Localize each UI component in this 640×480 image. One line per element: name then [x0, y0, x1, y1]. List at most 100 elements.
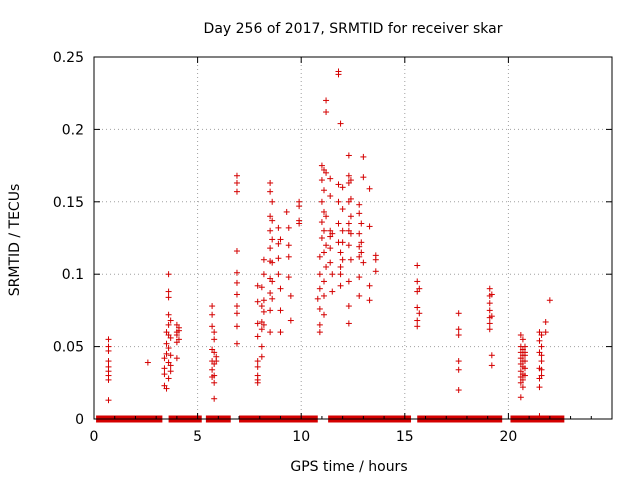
- y-tick-labels: 0 0.05 0.1 0.15 0.2 0.25: [53, 50, 84, 428]
- data-point: [167, 334, 174, 341]
- data-point: [165, 345, 172, 352]
- data-point: [275, 240, 282, 247]
- data-point: [175, 327, 182, 334]
- data-point: [488, 291, 495, 298]
- data-point: [488, 352, 495, 359]
- data-point: [521, 358, 528, 365]
- data-point: [323, 109, 330, 116]
- data-point: [517, 394, 524, 401]
- data-point: [366, 297, 373, 304]
- data-point: [416, 310, 423, 317]
- data-point: [277, 285, 284, 292]
- data-point: [366, 223, 373, 230]
- data-point: [316, 329, 323, 336]
- data-point: [275, 271, 282, 278]
- data-point: [211, 336, 218, 343]
- data-point: [269, 278, 276, 285]
- data-point: [233, 179, 240, 186]
- data-point: [275, 224, 282, 231]
- data-point: [366, 185, 373, 192]
- data-point: [161, 355, 168, 362]
- data-point: [414, 304, 421, 311]
- data-point: [173, 355, 180, 362]
- data-point: [521, 352, 528, 359]
- data-point: [105, 358, 112, 365]
- data-point: [161, 371, 168, 378]
- data-point: [211, 379, 218, 386]
- data-point: [283, 208, 290, 215]
- data-point: [258, 326, 265, 333]
- data-point: [316, 305, 323, 312]
- data-point: [211, 329, 218, 336]
- data-point: [347, 230, 354, 237]
- data-point: [542, 329, 549, 336]
- data-point: [323, 169, 330, 176]
- data-point: [211, 349, 218, 356]
- data-point: [211, 372, 218, 379]
- data-point: [320, 278, 327, 285]
- data-point: [277, 307, 284, 314]
- data-point: [209, 303, 216, 310]
- data-point: [521, 365, 528, 372]
- data-point: [258, 303, 265, 310]
- data-point: [335, 198, 342, 205]
- data-point: [329, 288, 336, 295]
- data-point: [267, 307, 274, 314]
- data-point: [339, 239, 346, 246]
- data-point: [316, 271, 323, 278]
- data-point: [323, 263, 330, 270]
- data-point: [356, 243, 363, 250]
- data-point: [347, 195, 354, 202]
- grid-lines: [94, 57, 612, 419]
- data-point: [488, 362, 495, 369]
- data-point: [356, 274, 363, 281]
- data-point: [414, 262, 421, 269]
- data-point: [347, 177, 354, 184]
- data-point: [519, 376, 526, 383]
- data-point: [337, 282, 344, 289]
- data-point: [521, 372, 528, 379]
- data-point: [486, 326, 493, 333]
- data-point: [167, 368, 174, 375]
- data-point: [414, 323, 421, 330]
- data-point: [455, 387, 462, 394]
- data-point: [337, 120, 344, 127]
- data-point: [358, 220, 365, 227]
- data-point: [335, 220, 342, 227]
- x-axis-label: GPS time / hours: [290, 459, 407, 475]
- data-point: [233, 279, 240, 286]
- data-point: [356, 210, 363, 217]
- data-point: [538, 358, 545, 365]
- data-point: [260, 271, 267, 278]
- data-point: [327, 245, 334, 252]
- data-point: [105, 336, 112, 343]
- data-point: [360, 153, 367, 160]
- data-point: [486, 300, 493, 307]
- data-point: [358, 249, 365, 256]
- data-point: [287, 292, 294, 299]
- data-point: [517, 332, 524, 339]
- data-point: [233, 269, 240, 276]
- chart-title: Day 256 of 2017, SRMTID for receiver ska…: [204, 21, 503, 37]
- data-point: [372, 256, 379, 263]
- y-tick-label: 0.1: [62, 267, 84, 283]
- y-tick-label: 0.25: [53, 50, 84, 66]
- data-point: [209, 311, 216, 318]
- data-point: [267, 227, 274, 234]
- data-point: [358, 239, 365, 246]
- data-point: [335, 71, 342, 78]
- data-point: [285, 224, 292, 231]
- x-tick-label: 5: [193, 429, 202, 445]
- axis-ticks: [93, 56, 612, 420]
- data-point: [327, 175, 334, 182]
- data-point: [345, 278, 352, 285]
- y-axis-label: SRMTID / TECUs: [7, 184, 23, 297]
- data-point: [165, 311, 172, 318]
- data-point: [233, 340, 240, 347]
- data-point: [538, 372, 545, 379]
- y-tick-label: 0.05: [53, 340, 84, 356]
- data-point: [269, 198, 276, 205]
- data-point: [267, 245, 274, 252]
- data-point: [211, 395, 218, 402]
- data-point: [267, 179, 274, 186]
